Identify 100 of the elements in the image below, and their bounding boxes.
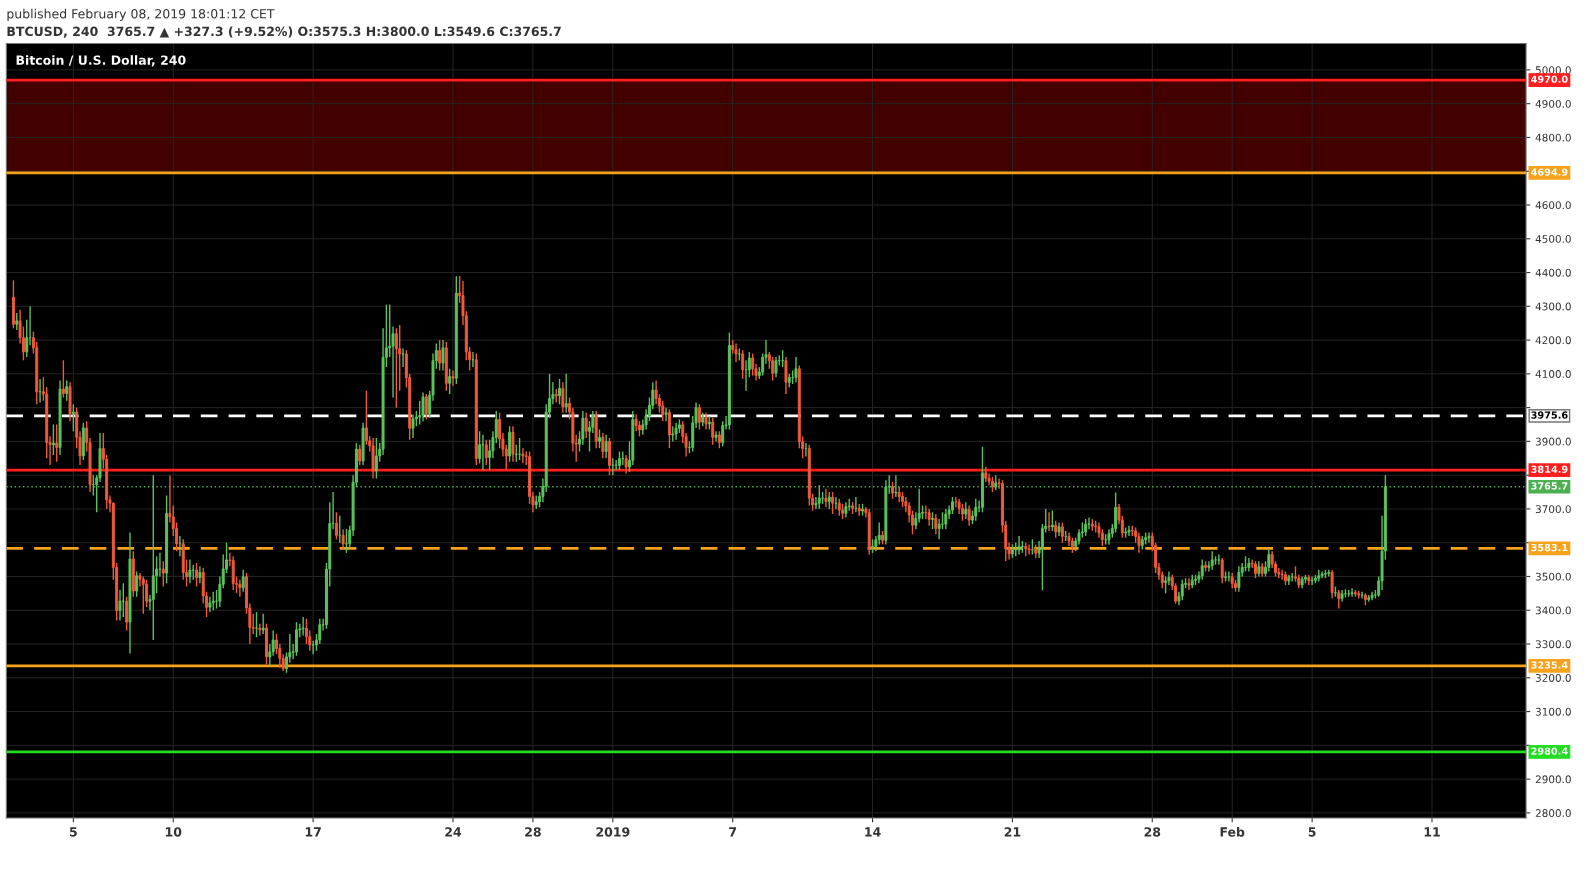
y-tick-label: 3300.0 [1535, 640, 1571, 649]
candlestick [598, 428, 601, 449]
candlestick [974, 498, 978, 522]
candlestick [394, 327, 398, 409]
candlestick [265, 623, 268, 665]
candlestick [944, 508, 948, 530]
candlestick [195, 562, 199, 588]
candlestick [198, 565, 202, 584]
candlestick [721, 420, 725, 448]
y-tick-label: 4100.0 [1535, 370, 1571, 378]
x-tick-label: 28 [1144, 827, 1161, 837]
candlestick [451, 369, 455, 387]
candlestick [301, 616, 305, 637]
candlestick [1280, 569, 1284, 581]
candlestick [1237, 565, 1241, 593]
candlestick [158, 552, 162, 578]
candlestick [950, 496, 954, 515]
candlestick [967, 504, 971, 527]
ref-line-label: 4970.0 [1531, 75, 1568, 83]
candlestick [608, 437, 611, 476]
candlestick [65, 379, 69, 402]
candlestick [121, 582, 125, 618]
candlestick [831, 491, 835, 515]
candlestick [817, 484, 821, 510]
candlestick [141, 575, 145, 615]
x-tick-label: 21 [1004, 827, 1021, 837]
y-tick-label: 3700.0 [1535, 505, 1571, 514]
candlestick [411, 413, 415, 439]
candlestick [238, 579, 242, 598]
candlestick [241, 569, 245, 593]
y-tick-label: 4600.0 [1535, 201, 1571, 210]
candlestick [894, 474, 898, 498]
text: published February 08, 2019 18:01:12 CET [7, 8, 275, 21]
candlestick [734, 342, 738, 363]
candlestick [934, 513, 938, 535]
candlestick [334, 511, 338, 541]
y-tick-label: 3100.0 [1535, 707, 1571, 716]
candlestick [751, 352, 755, 377]
y-tick-label: 4800.0 [1535, 133, 1571, 142]
x-tick-label: 24 [445, 827, 462, 837]
candlestick [1087, 516, 1091, 530]
candlestick [51, 423, 55, 456]
candlestick [161, 560, 165, 588]
candlestick [561, 381, 565, 414]
candlestick [1217, 553, 1221, 566]
candlestick [55, 423, 59, 463]
x-tick-label: 28 [525, 827, 541, 837]
candlestick [484, 439, 488, 466]
y-tick-label: 2800.0 [1535, 809, 1571, 817]
candlestick [358, 444, 362, 466]
candlestick [624, 454, 628, 475]
candlestick [421, 391, 425, 422]
candlestick [71, 403, 75, 432]
ref-line-label: 3583.1 [1531, 543, 1568, 552]
y-tick-label: 4200.0 [1535, 336, 1571, 345]
candlestick [664, 406, 668, 422]
candlestick [771, 356, 775, 382]
x-tick-label: 5 [69, 827, 77, 837]
candlestick [151, 474, 155, 641]
y-tick-label: 3900.0 [1535, 437, 1571, 446]
ref-line-label: 3765.7 [1531, 482, 1568, 490]
y-tick-label: 3500.0 [1535, 572, 1571, 581]
candlestick [941, 511, 944, 530]
candlestick [1147, 531, 1151, 544]
candlestick [667, 408, 671, 449]
chart-subtitle: BTCUSD, 240 3765.7 ▲ +327.3 (+9.52%) O:3575.3 H:3800.0 L:3549.6 C:3765.7 [7, 26, 561, 38]
x-tick-label: 14 [865, 827, 881, 837]
candlestick [1254, 560, 1257, 579]
y-tick-label: 2900.0 [1535, 775, 1571, 784]
candlestick [584, 411, 588, 439]
x-tick-label: 7 [729, 827, 737, 837]
candlestick [438, 339, 442, 372]
x-tick-label: 11 [1424, 827, 1440, 837]
candlestick [311, 639, 315, 655]
candlestick [1114, 491, 1118, 534]
y-tick-label: 4500.0 [1535, 234, 1571, 243]
candlestick [125, 596, 129, 632]
candlestick [61, 359, 65, 399]
candlestick [441, 339, 445, 372]
candlestick [1283, 570, 1287, 586]
candlestick [1047, 511, 1051, 532]
candlestick [401, 347, 405, 368]
candlestick [741, 349, 745, 380]
candlestick [794, 356, 798, 383]
x-tick-label: 10 [165, 827, 182, 837]
ref-line-label: 3814.9 [1531, 465, 1568, 473]
candlestick [294, 621, 298, 657]
candlestick [1200, 558, 1204, 581]
candlestick [1210, 550, 1214, 571]
candlestick [960, 503, 964, 522]
y-tick-label: 5000.0 [1535, 66, 1571, 75]
ref-line-label: 4694.9 [1531, 168, 1568, 176]
candlestick [1220, 557, 1224, 584]
x-tick-label: 5 [1308, 827, 1316, 837]
candlestick [564, 373, 568, 414]
ref-line-label: 3975.6 [1531, 411, 1568, 419]
candlestick [601, 432, 605, 459]
y-tick-label: 3200.0 [1535, 674, 1571, 682]
candlestick [341, 528, 345, 551]
text: Bitcoin / U.S. Dollar, 240 [16, 55, 186, 67]
